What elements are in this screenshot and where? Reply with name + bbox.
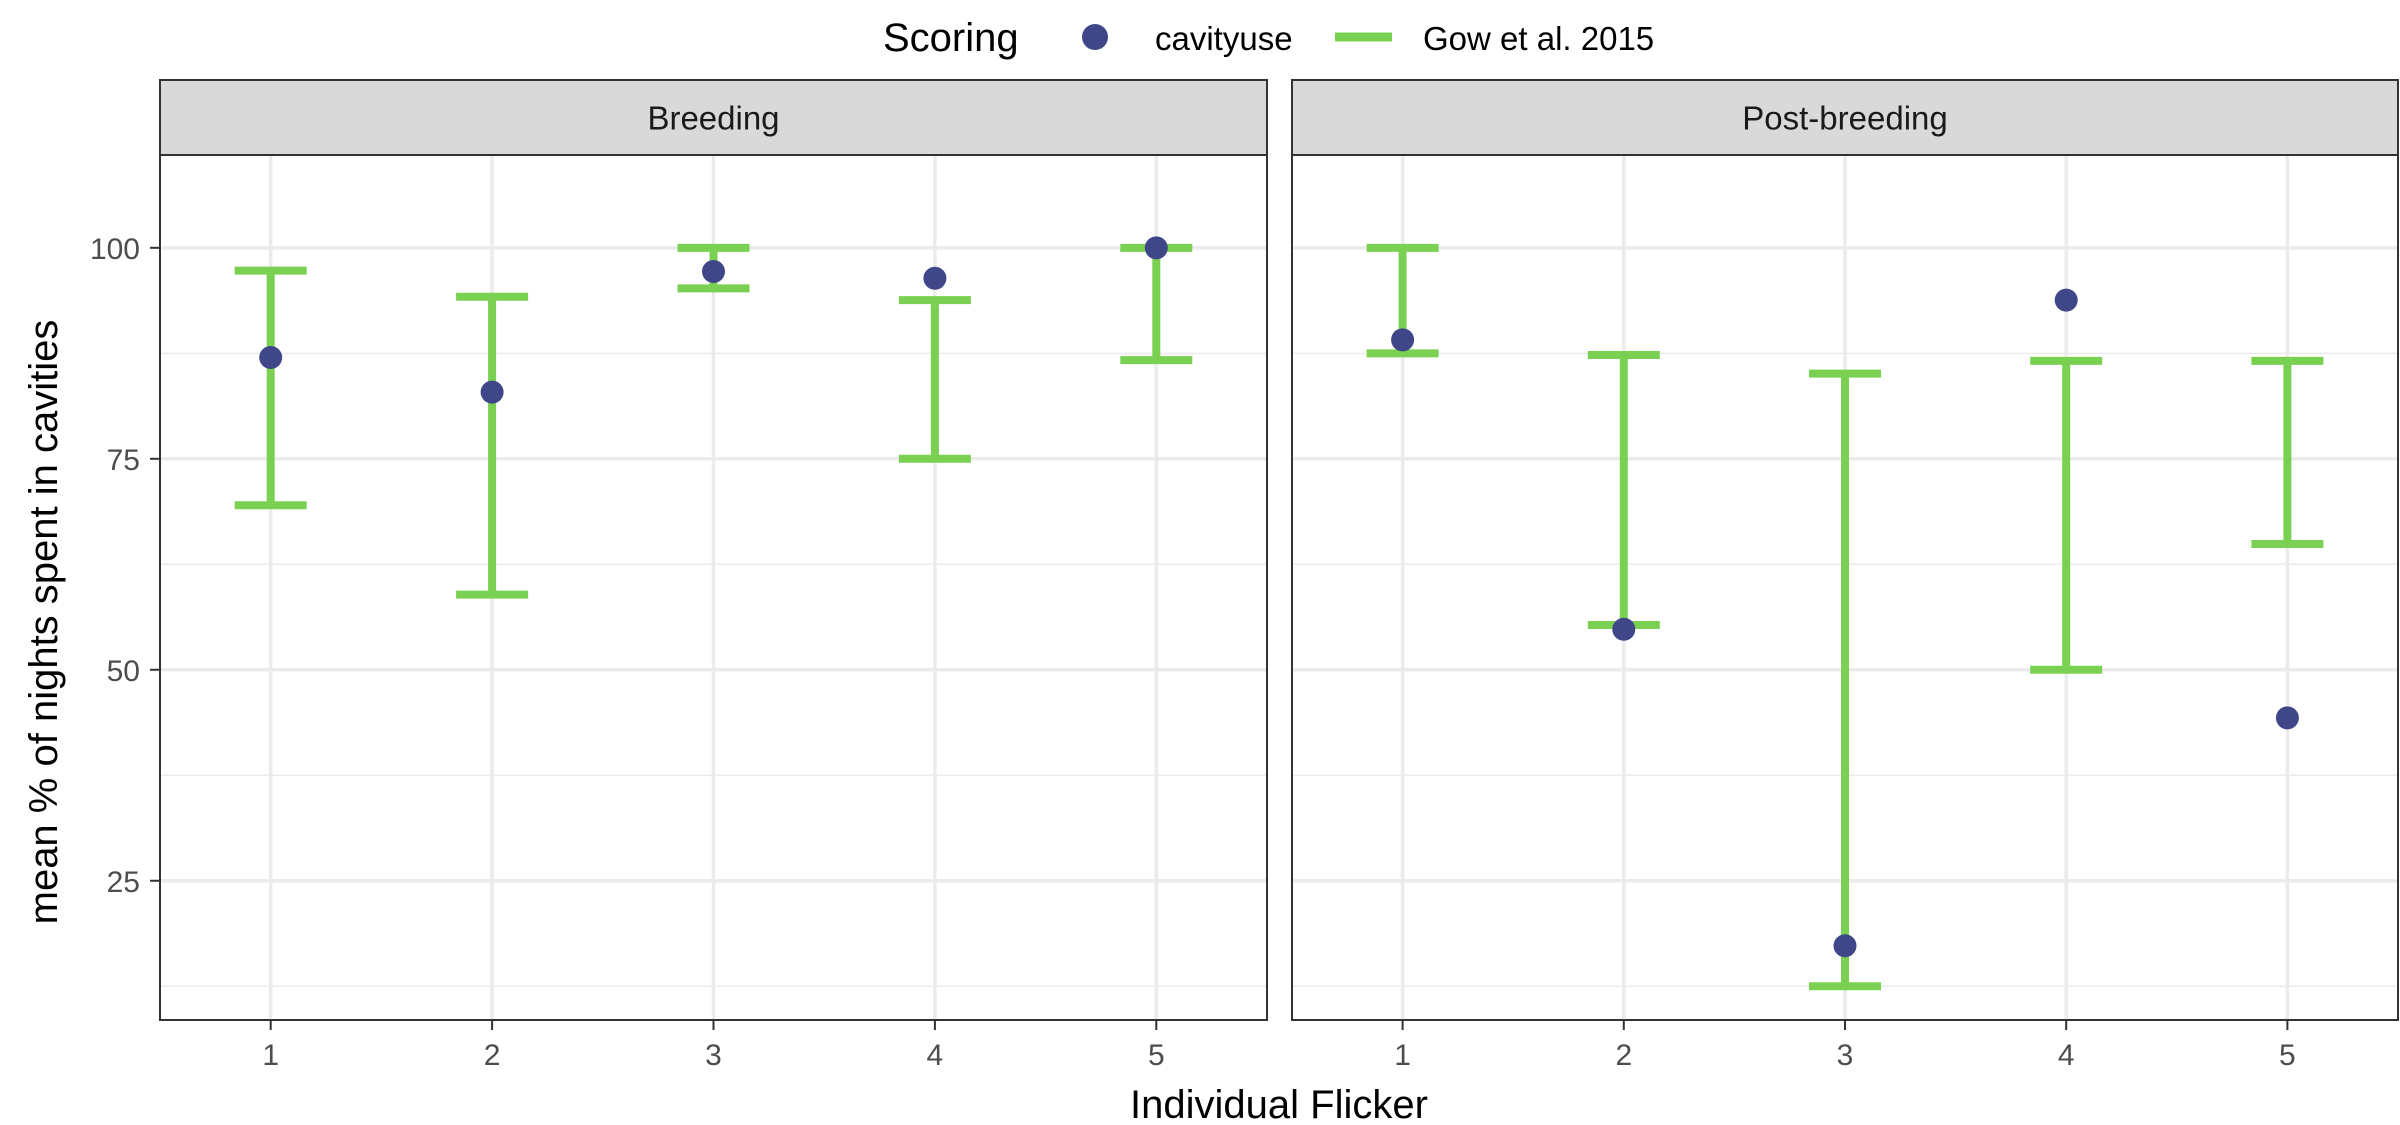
panel-1: Breeding 1 2 3 4 5 (159, 79, 1268, 1072)
gow-errorbar (1809, 369, 1881, 991)
x-tick-label: 1 (262, 1039, 279, 1072)
legend-label-gow: Gow et al. 2015 (1423, 20, 1654, 57)
cavityuse-point (2275, 706, 2299, 730)
facet-strip-label: Breeding (647, 100, 779, 137)
cavityuse-point (1144, 236, 1168, 260)
cavityuse-point (1391, 328, 1415, 352)
y-axis-title: mean % of nights spent in cavities (22, 320, 66, 925)
x-tick-label: 4 (927, 1039, 944, 1072)
facet-strip (1291, 79, 2399, 156)
cavityuse-point (1612, 617, 1636, 641)
gow-errorbar (456, 292, 529, 599)
x-tick-label: 3 (1837, 1039, 1854, 1072)
gow-errorbar (898, 296, 971, 463)
y-tick-label: 50 (107, 655, 140, 688)
legend-label-cavityuse: cavityuse (1155, 20, 1293, 57)
cavityuse-point (259, 346, 283, 370)
cavityuse-point (2054, 288, 2078, 312)
cavityuse-point (702, 259, 725, 283)
x-tick-label: 5 (1148, 1039, 1165, 1072)
gow-errorbar (2030, 356, 2103, 674)
x-axis-title: Individual Flicker (1130, 1083, 1428, 1125)
x-tick-label: 5 (2279, 1039, 2296, 1072)
y-tick-label: 75 (107, 444, 140, 477)
cavityuse-point (1833, 934, 1857, 958)
y-tick-label: 100 (90, 233, 140, 266)
facet-strip (159, 79, 1268, 156)
panel-2: Post-breeding 1 2 3 4 5 (1291, 79, 2399, 1072)
legend: Scoring cavityuse Gow et al. 2015 (883, 16, 1654, 60)
legend-title: Scoring (883, 16, 1019, 60)
cavityuse-point (923, 266, 947, 290)
x-tick-label: 2 (484, 1039, 501, 1072)
cavityuse-point (480, 380, 504, 404)
legend-point-swatch (1082, 24, 1108, 50)
gow-errorbar (2251, 356, 2324, 549)
x-tick-label: 4 (2058, 1039, 2075, 1072)
y-tick-label: 25 (107, 866, 140, 899)
x-tick-label: 2 (1615, 1039, 1632, 1072)
x-tick-label: 1 (1394, 1039, 1411, 1072)
gow-errorbar (234, 266, 307, 510)
x-tick-label: 3 (705, 1039, 722, 1072)
facet-strip-label: Post-breeding (1742, 100, 1947, 137)
